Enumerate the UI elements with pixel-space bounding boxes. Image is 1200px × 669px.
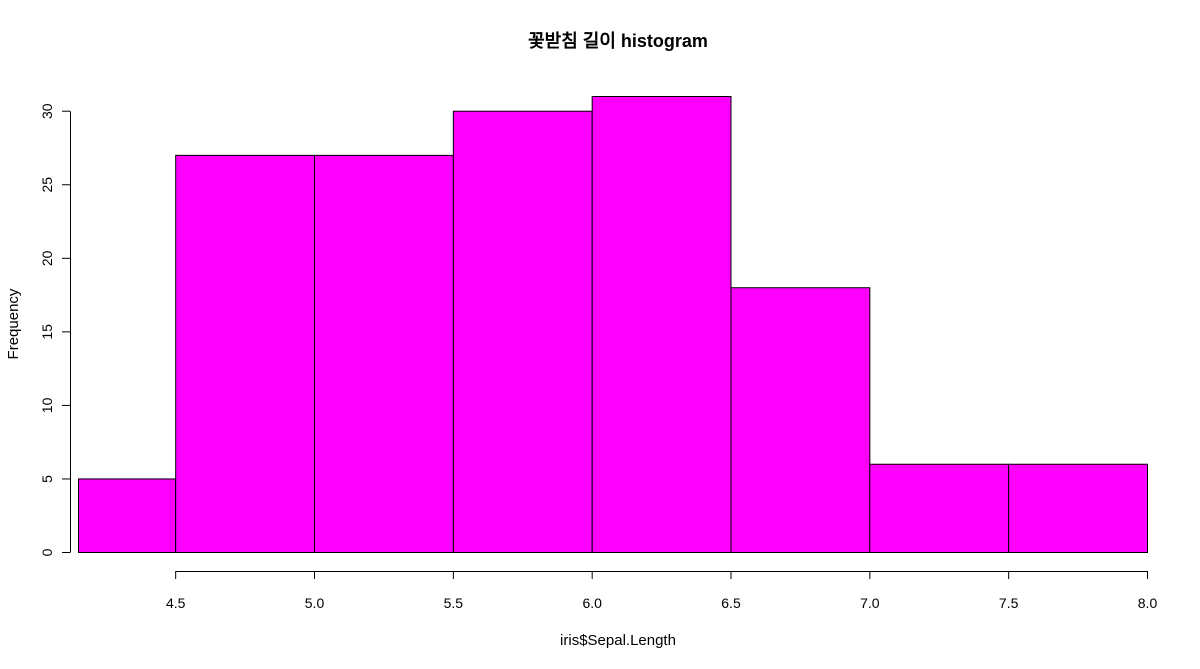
histogram-bar-7 bbox=[869, 463, 1010, 554]
x-tick-label-3: 5.5 bbox=[444, 595, 464, 611]
x-tick-label-1: 4.5 bbox=[166, 595, 186, 611]
histogram-bar-1 bbox=[78, 478, 177, 553]
y-tick-label-2: 5 bbox=[39, 475, 55, 483]
x-tick-label-7: 7.5 bbox=[999, 595, 1019, 611]
y-axis: 0 5 10 15 20 25 30 bbox=[39, 103, 71, 556]
x-tick-label-6: 7.0 bbox=[860, 595, 880, 611]
x-tick-label-4: 6.0 bbox=[582, 595, 602, 611]
histogram-bar-4 bbox=[452, 110, 593, 553]
y-tick-label-7: 30 bbox=[39, 103, 55, 119]
x-tick-label-5: 6.5 bbox=[721, 595, 741, 611]
x-tick-label-8: 8.0 bbox=[1138, 595, 1158, 611]
y-tick-label-5: 20 bbox=[39, 250, 55, 266]
histogram-bar-6 bbox=[730, 287, 871, 553]
histogram-bar-5 bbox=[591, 96, 732, 553]
histogram-bar-3 bbox=[314, 154, 454, 553]
y-tick-label-6: 25 bbox=[39, 177, 55, 193]
bars-group bbox=[78, 96, 1148, 554]
histogram-bar-8 bbox=[1008, 463, 1148, 554]
histogram-bar-2 bbox=[175, 154, 316, 553]
y-tick-label-4: 15 bbox=[39, 324, 55, 340]
y-axis-label: Frequency bbox=[5, 288, 22, 359]
x-axis-label: iris$Sepal.Length bbox=[560, 632, 676, 649]
y-tick-label-3: 10 bbox=[39, 397, 55, 413]
chart-title: 꽃받침 길이 histogram bbox=[528, 30, 708, 51]
y-tick-label-1: 0 bbox=[39, 548, 55, 556]
x-axis: 4.5 5.0 5.5 6.0 6.5 7.0 7.5 8.0 bbox=[166, 571, 1157, 611]
x-tick-label-2: 5.0 bbox=[305, 595, 325, 611]
